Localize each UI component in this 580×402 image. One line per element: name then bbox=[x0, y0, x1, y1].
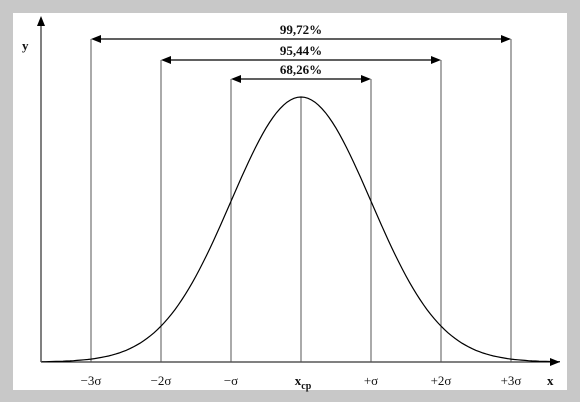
interval-arrowhead-right-icon-0 bbox=[361, 75, 371, 83]
interval-arrowhead-left-icon-2 bbox=[91, 35, 101, 43]
y-axis-arrow-icon bbox=[37, 16, 45, 26]
x-tick-label-0: −3σ bbox=[81, 373, 102, 388]
interval-arrowhead-right-icon-1 bbox=[431, 56, 441, 64]
x-tick-label-5: +2σ bbox=[431, 373, 452, 388]
x-tick-label-3: xcp bbox=[295, 373, 312, 392]
x-axis-label: x bbox=[547, 373, 554, 388]
x-tick-label-6: +3σ bbox=[501, 373, 522, 388]
normal-curve bbox=[42, 96, 560, 363]
interval-label-0: 68,26% bbox=[280, 62, 322, 77]
interval-label-2: 99,72% bbox=[280, 22, 322, 37]
interval-arrowhead-right-icon-2 bbox=[501, 35, 511, 43]
x-tick-label-2: −σ bbox=[224, 373, 238, 388]
interval-label-1: 95,44% bbox=[280, 43, 322, 58]
y-axis-label: y bbox=[22, 38, 29, 53]
x-tick-label-4: +σ bbox=[364, 373, 378, 388]
interval-arrowhead-left-icon-1 bbox=[161, 56, 171, 64]
x-tick-label-1: −2σ bbox=[151, 373, 172, 388]
plot-area bbox=[13, 13, 567, 390]
interval-arrowhead-left-icon-0 bbox=[231, 75, 241, 83]
